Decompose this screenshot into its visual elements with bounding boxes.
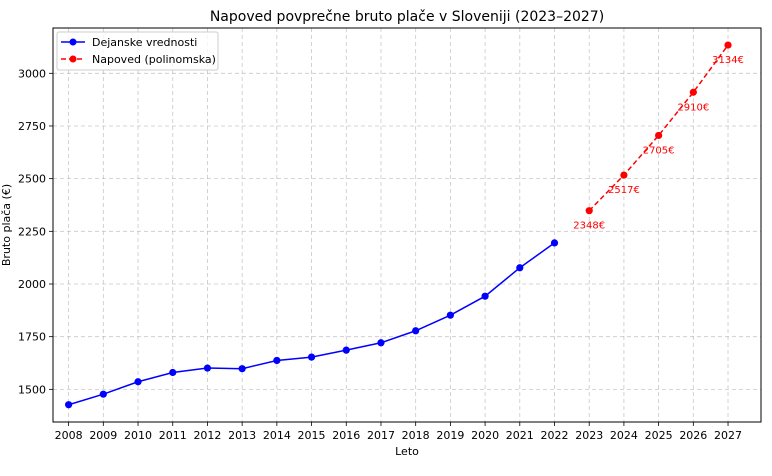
actual-data-point bbox=[169, 368, 177, 377]
x-tick-label: 2021 bbox=[506, 429, 534, 442]
forecast-data-label: 2348€ bbox=[573, 221, 605, 232]
forecast-series-line bbox=[588, 44, 729, 212]
x-tick-label: 2009 bbox=[89, 429, 117, 442]
forecast-data-label: 2705€ bbox=[643, 145, 675, 156]
grid bbox=[53, 28, 761, 422]
x-tick-label: 2025 bbox=[645, 429, 673, 442]
y-tick-label: 2750 bbox=[18, 120, 46, 133]
legend-marker-forecast bbox=[69, 55, 77, 63]
forecast-data-label: 3134€ bbox=[712, 55, 744, 66]
forecast-data-point bbox=[620, 171, 628, 179]
actual-data-point bbox=[238, 365, 246, 373]
x-tick-label: 2012 bbox=[193, 429, 221, 442]
actual-data-point bbox=[412, 327, 420, 335]
actual-data-point bbox=[273, 356, 281, 365]
legend-box bbox=[56, 31, 219, 71]
axes: 2008 2009 2010 2011 2012 2013 2014 2015 2016 2017… bbox=[18, 67, 742, 442]
actual-data-point bbox=[446, 311, 454, 319]
y-tick-label: 1750 bbox=[18, 331, 46, 344]
x-axis-label: Leto bbox=[395, 445, 419, 458]
legend-label-forecast: Napoved (polinomska) bbox=[92, 53, 216, 66]
chart-title: Napoved povprečne bruto plače v Slovenij… bbox=[210, 9, 604, 25]
actual-data-point bbox=[342, 346, 350, 354]
plot-frame bbox=[52, 27, 762, 423]
actual-data-point bbox=[516, 264, 524, 272]
actual-data-point bbox=[481, 292, 489, 300]
x-tick-label: 2019 bbox=[436, 429, 464, 442]
actual-data-point bbox=[65, 401, 73, 409]
actual-data-point bbox=[99, 390, 107, 398]
legend-marker-actual bbox=[69, 38, 77, 46]
x-tick-label: 2014 bbox=[263, 429, 291, 442]
x-tick-label: 2010 bbox=[124, 429, 152, 442]
actual-data-point bbox=[550, 239, 559, 247]
actual-data-point bbox=[203, 364, 212, 372]
x-tick-label: 2024 bbox=[610, 429, 638, 442]
x-tick-label: 2023 bbox=[575, 429, 603, 442]
forecast-data-point bbox=[689, 88, 697, 96]
y-axis-label: Bruto plača (€) bbox=[0, 184, 13, 266]
forecast-data-label: 2910€ bbox=[677, 102, 709, 113]
actual-data-point bbox=[134, 378, 142, 386]
x-tick-label: 2020 bbox=[471, 429, 499, 442]
series-layer: 2348€ 2517€ 2705€ 2910€ 3134€ bbox=[65, 41, 744, 409]
forecast-data-point bbox=[585, 207, 593, 215]
legend: Dejanske vrednosti Napoved (polinomska) bbox=[56, 31, 219, 71]
x-tick-label: 2016 bbox=[332, 429, 360, 442]
y-tick-label: 3000 bbox=[18, 67, 46, 80]
y-tick-label: 2250 bbox=[18, 225, 46, 238]
forecast-data-label: 2517€ bbox=[608, 185, 640, 196]
x-tick-label: 2018 bbox=[402, 429, 430, 442]
y-tick-label: 1500 bbox=[18, 383, 46, 396]
x-tick-label: 2008 bbox=[55, 429, 83, 442]
x-tick-label: 2017 bbox=[367, 429, 395, 442]
x-tick-label: 2022 bbox=[541, 429, 569, 442]
x-tick-label: 2015 bbox=[298, 429, 326, 442]
x-tick-label: 2026 bbox=[679, 429, 707, 442]
actual-data-point bbox=[307, 353, 316, 361]
forecast-data-point bbox=[724, 41, 732, 49]
forecast-data-point bbox=[655, 131, 663, 140]
legend-label-actual: Dejanske vrednosti bbox=[92, 36, 197, 49]
y-tick-label: 2500 bbox=[18, 173, 46, 186]
x-tick-label: 2027 bbox=[714, 429, 742, 442]
x-tick-label: 2011 bbox=[159, 429, 187, 442]
x-tick-label: 2013 bbox=[228, 429, 256, 442]
y-tick-label: 2000 bbox=[18, 278, 46, 291]
actual-data-point bbox=[377, 339, 385, 347]
